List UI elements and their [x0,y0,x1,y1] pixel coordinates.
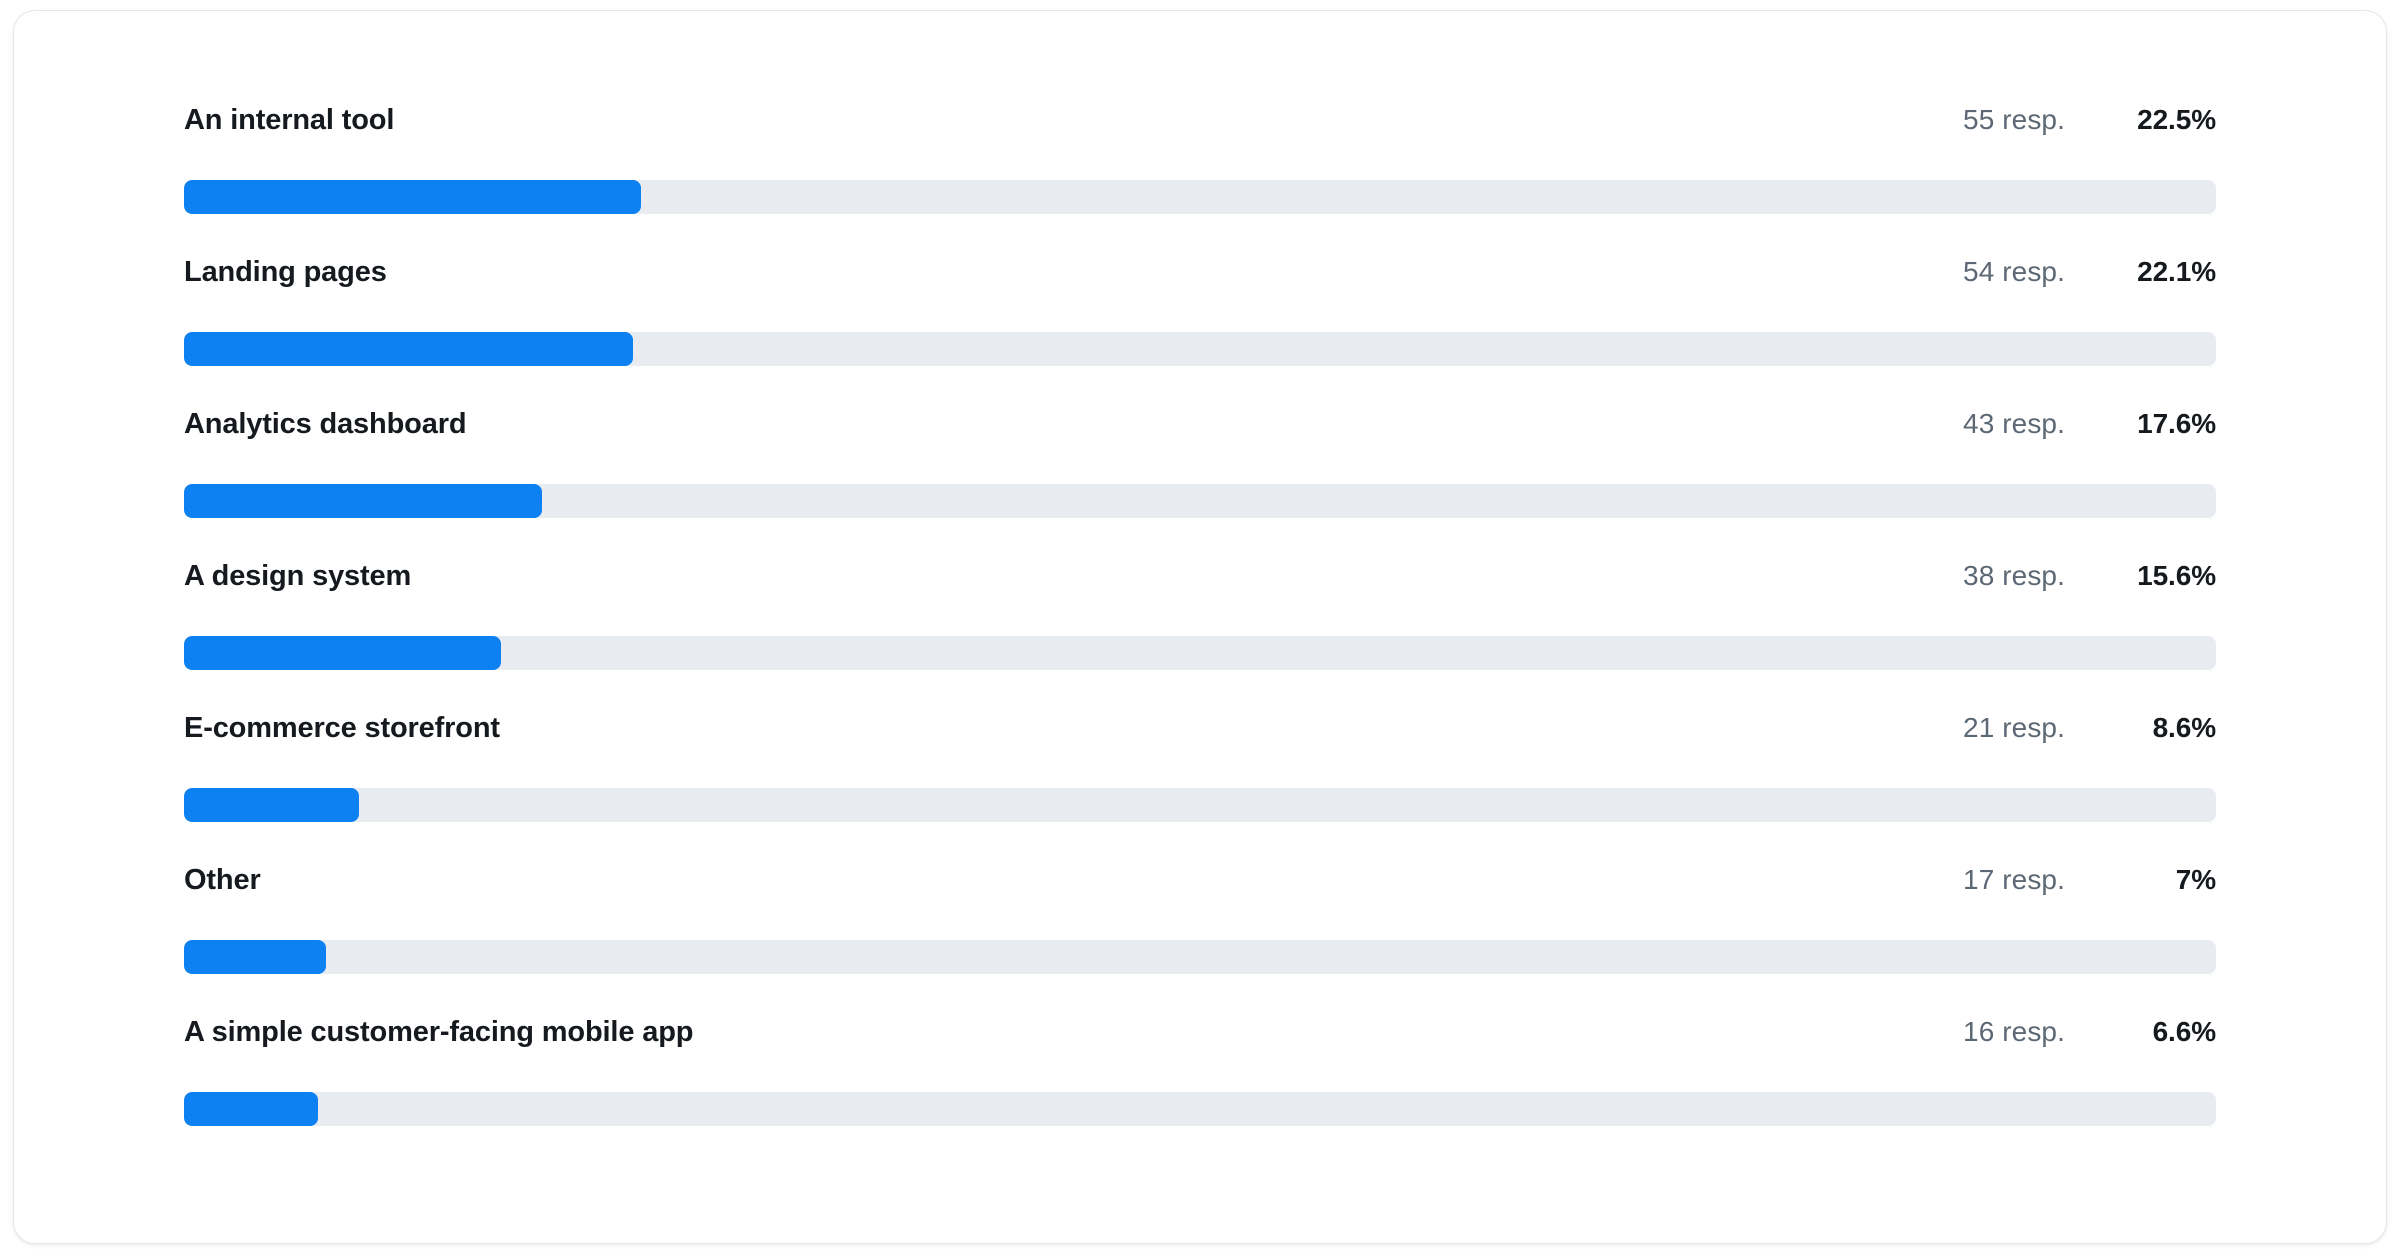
result-row-header: Other 17 resp. 7% [184,857,2216,903]
result-row-stats: 55 resp. 22.5% [1963,97,2216,143]
response-count: 54 resp. [1963,256,2065,287]
progress-track [184,636,2216,670]
progress-fill [184,332,634,366]
result-row-stats: 16 resp. 6.6% [1963,1009,2216,1055]
percentage-value: 22.5% [2137,104,2216,135]
option-label: Landing pages [184,256,387,288]
result-row-stats: 38 resp. 15.6% [1963,553,2216,599]
progress-fill [184,1092,319,1126]
result-row-stats: 17 resp. 7% [1963,857,2216,903]
response-count: 16 resp. [1963,1016,2065,1047]
progress-track [184,332,2216,366]
list-item[interactable]: An internal tool 55 resp. 22.5% [184,97,2216,249]
result-row-header: An internal tool 55 resp. 22.5% [184,97,2216,143]
progress-track [184,1092,2216,1126]
result-row-stats: 43 resp. 17.6% [1963,401,2216,447]
option-label: Analytics dashboard [184,408,467,440]
progress-fill [184,940,327,974]
percentage-value: 7% [2175,864,2216,895]
progress-track [184,788,2216,822]
percentage-value: 22.1% [2137,256,2216,287]
list-item[interactable]: Other 17 resp. 7% [184,857,2216,1009]
progress-track [184,180,2216,214]
percentage-value: 15.6% [2137,560,2216,591]
option-label: E-commerce storefront [184,712,500,744]
percentage-value: 6.6% [2152,1016,2217,1047]
result-row-stats: 54 resp. 22.1% [1963,249,2216,295]
progress-fill [184,180,642,214]
progress-fill [184,484,542,518]
list-item[interactable]: A design system 38 resp. 15.6% [184,553,2216,705]
response-count: 43 resp. [1963,408,2065,439]
progress-track [184,940,2216,974]
percentage-value: 8.6% [2152,712,2217,743]
list-item[interactable]: Analytics dashboard 43 resp. 17.6% [184,401,2216,553]
option-label: Other [184,864,261,896]
response-count: 38 resp. [1963,560,2065,591]
progress-fill [184,788,359,822]
progress-fill [184,636,501,670]
result-row-header: A design system 38 resp. 15.6% [184,553,2216,599]
response-count: 17 resp. [1963,864,2065,895]
result-row-header: Landing pages 54 resp. 22.1% [184,249,2216,295]
option-label: A design system [184,560,412,592]
response-count: 21 resp. [1963,712,2065,743]
option-label: An internal tool [184,104,395,136]
list-item[interactable]: E-commerce storefront 21 resp. 8.6% [184,705,2216,857]
percentage-value: 17.6% [2137,408,2216,439]
list-item[interactable]: Landing pages 54 resp. 22.1% [184,249,2216,401]
result-row-header: A simple customer-facing mobile app 16 r… [184,1009,2216,1055]
results-list: An internal tool 55 resp. 22.5% Landing … [184,97,2216,1161]
result-row-header: Analytics dashboard 43 resp. 17.6% [184,401,2216,447]
option-label: A simple customer-facing mobile app [184,1016,694,1048]
response-count: 55 resp. [1963,104,2065,135]
list-item[interactable]: A simple customer-facing mobile app 16 r… [184,1009,2216,1161]
progress-track [184,484,2216,518]
survey-results-card: An internal tool 55 resp. 22.5% Landing … [13,10,2387,1244]
result-row-stats: 21 resp. 8.6% [1963,705,2216,751]
result-row-header: E-commerce storefront 21 resp. 8.6% [184,705,2216,751]
